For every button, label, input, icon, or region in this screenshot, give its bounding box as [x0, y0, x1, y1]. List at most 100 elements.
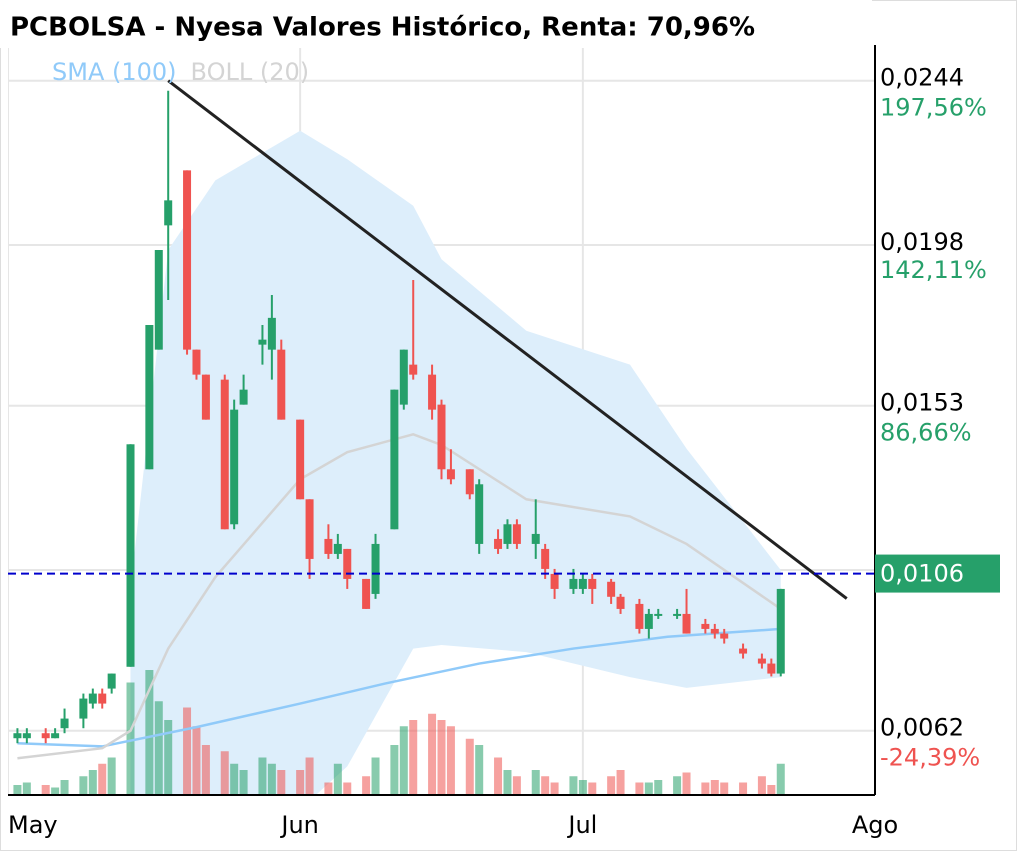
volume-bar: [22, 782, 31, 795]
candle-body: [494, 538, 503, 549]
candle-body: [267, 317, 276, 350]
legend-entry: BOLL (20): [191, 58, 310, 86]
candle-body: [88, 693, 97, 704]
candle-body: [41, 733, 50, 739]
candle-body: [277, 349, 286, 420]
volume-bar: [333, 763, 342, 795]
candle-body: [324, 538, 333, 554]
candle-body: [720, 633, 729, 639]
candle-body: [644, 613, 653, 629]
volume-bar: [607, 776, 616, 795]
candle-body: [531, 533, 540, 544]
y-tick-label: 0,0153: [880, 389, 964, 417]
volume-bar: [13, 785, 22, 795]
volume-bar: [644, 782, 653, 795]
candle-body: [51, 733, 60, 739]
candle-body: [79, 698, 88, 719]
volume-bar: [399, 726, 408, 795]
volume-bar: [79, 776, 88, 795]
volume-bar: [710, 780, 719, 795]
volume-bar: [531, 770, 540, 795]
y-tick-label: 0,0244: [880, 64, 964, 92]
volume-bar: [475, 745, 484, 795]
volume-bar: [362, 776, 371, 795]
y2-tick-label: 197,56%: [880, 94, 987, 122]
candle-body: [399, 349, 408, 405]
volume-bar: [164, 720, 173, 795]
volume-bar: [588, 782, 597, 795]
x-tick-label: Jun: [279, 811, 319, 839]
candle-body: [550, 573, 559, 589]
volume-bar: [41, 785, 50, 795]
volume-bar: [277, 770, 286, 795]
candle-body: [541, 548, 550, 569]
candle-body: [220, 379, 229, 530]
volume-bar: [51, 787, 60, 795]
legend-entry: SMA (100): [52, 58, 177, 86]
volume-bar: [183, 707, 192, 795]
candle-body: [465, 469, 474, 495]
volume-bar: [98, 763, 107, 795]
volume-bar: [682, 772, 691, 795]
candle-body: [635, 603, 644, 629]
volume-bar: [437, 720, 446, 795]
volume-bar: [541, 776, 550, 795]
plot-area: [8, 45, 875, 795]
volume-bar: [767, 785, 776, 795]
candle-body: [239, 389, 248, 405]
candle-body: [305, 499, 314, 559]
chart-title: PCBOLSA - Nyesa Valores Histórico, Renta…: [10, 13, 755, 43]
candle-body: [145, 325, 154, 470]
volume-bar: [739, 782, 748, 795]
candle-body: [390, 389, 399, 530]
volume-bar: [776, 763, 785, 795]
volume-bar: [239, 770, 248, 795]
candle-body: [607, 581, 616, 597]
candle-body: [154, 250, 163, 350]
volume-bar: [465, 738, 474, 795]
volume-bar: [324, 782, 333, 795]
overlay: 0,02440,01980,01530,01070,0062197,56%142…: [8, 45, 1000, 839]
candle-body: [682, 613, 691, 634]
candle-body: [512, 524, 521, 544]
volume-bar: [220, 751, 229, 795]
candle-body: [475, 484, 484, 544]
volume-bar: [701, 782, 710, 795]
volume-bar: [409, 720, 418, 795]
x-tick-label: Jul: [566, 811, 597, 839]
indicator-line: [17, 432, 782, 760]
candle-body: [428, 374, 437, 410]
candle-body: [258, 339, 267, 345]
y-tick-label: 0,0198: [880, 228, 964, 256]
candle-body: [192, 349, 201, 375]
volume-bar: [230, 763, 239, 795]
candle-body: [13, 733, 22, 739]
volume-bar: [757, 776, 766, 795]
candle-body: [296, 419, 305, 500]
volume-bar: [145, 670, 154, 795]
candle-body: [333, 543, 342, 554]
volume-bar: [446, 726, 455, 795]
volume-bar: [635, 782, 644, 795]
y-tick-label: 0,0062: [880, 714, 964, 742]
candle-body: [22, 733, 31, 739]
candle-body: [578, 578, 587, 589]
volume-bar: [154, 701, 163, 795]
candle-body: [437, 404, 446, 470]
x-tick-label: May: [8, 811, 58, 839]
candle-body: [767, 663, 776, 674]
volume-bar: [512, 776, 521, 795]
volume-bar: [578, 780, 587, 795]
volume-bar: [720, 782, 729, 795]
volume-bar: [503, 770, 512, 795]
candle-body: [710, 628, 719, 634]
candle-body: [183, 170, 192, 350]
candle-body: [757, 658, 766, 664]
candle-body: [673, 613, 682, 616]
volume-bar: [267, 763, 276, 795]
volume-bar: [494, 757, 503, 795]
candle-body: [362, 578, 371, 609]
candle-body: [126, 444, 135, 667]
candle-body: [654, 613, 663, 616]
